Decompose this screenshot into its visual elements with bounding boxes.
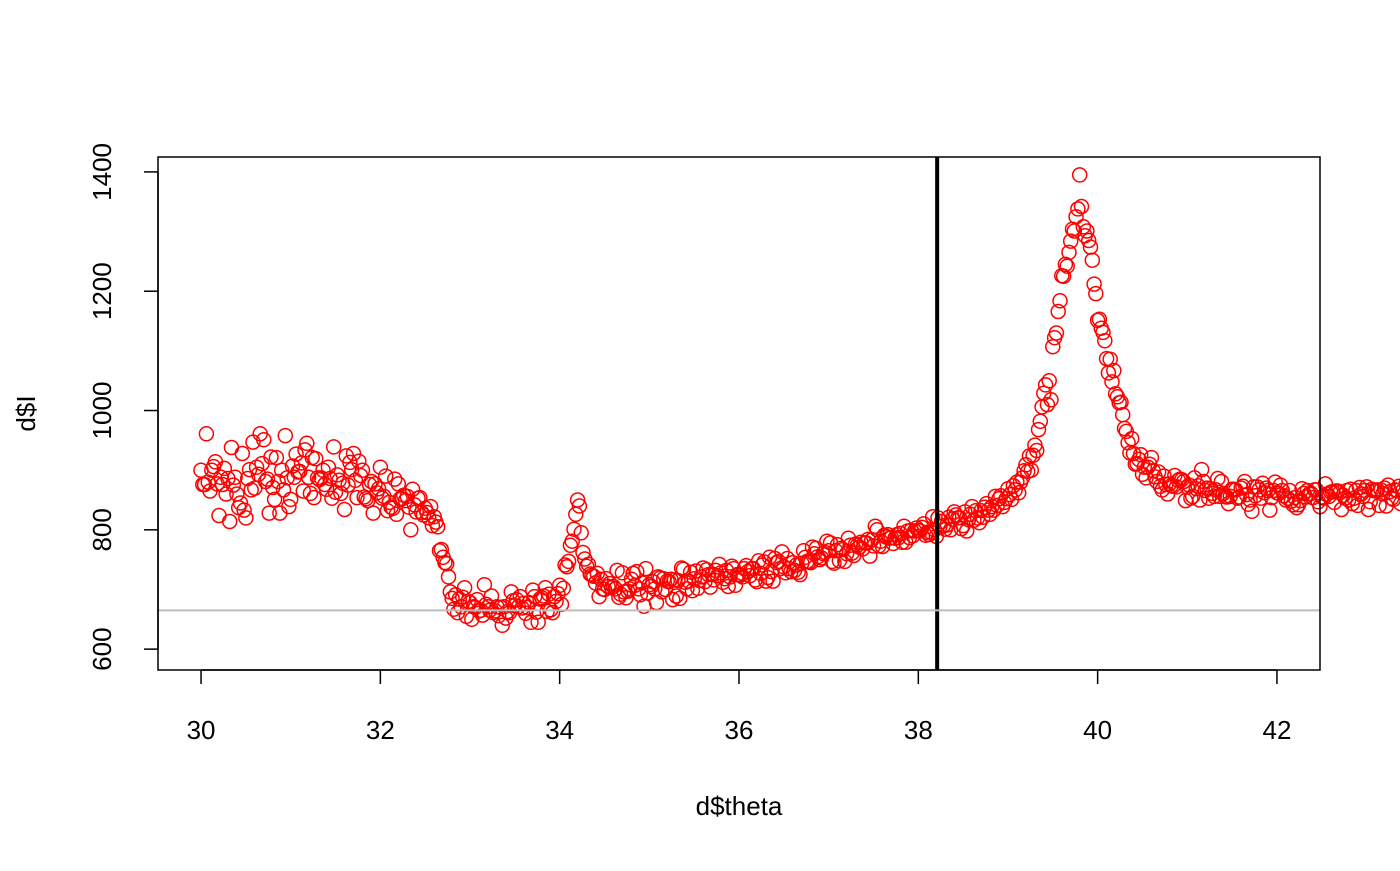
data-point xyxy=(442,570,456,584)
plot-frame xyxy=(158,157,1320,670)
data-point xyxy=(1042,374,1056,388)
data-point xyxy=(239,511,253,525)
x-axis-title: d$theta xyxy=(696,791,783,821)
x-axis: 30 32 34 36 38 40 42 xyxy=(187,670,1292,745)
data-point xyxy=(650,596,664,610)
data-point xyxy=(1089,287,1103,301)
data-point xyxy=(569,507,583,521)
data-point xyxy=(1039,378,1053,392)
data-point xyxy=(212,509,226,523)
y-axis: 600 800 1000 1200 1400 xyxy=(87,143,158,671)
data-point xyxy=(1073,168,1087,182)
data-point xyxy=(338,503,352,517)
data-point xyxy=(1033,414,1047,428)
data-point xyxy=(230,487,244,501)
data-point xyxy=(225,441,239,455)
x-tick-label: 32 xyxy=(366,715,395,745)
data-point xyxy=(388,472,402,486)
data-point xyxy=(327,440,341,454)
data-point xyxy=(1116,408,1130,422)
y-tick-label: 1200 xyxy=(87,262,117,320)
y-tick-label: 800 xyxy=(87,508,117,551)
data-point xyxy=(1049,326,1063,340)
data-point xyxy=(1087,277,1101,291)
x-tick-label: 38 xyxy=(904,715,933,745)
data-point xyxy=(1098,334,1112,348)
data-point xyxy=(1085,253,1099,267)
x-tick-label: 42 xyxy=(1263,715,1292,745)
data-point xyxy=(639,562,653,576)
x-tick-label: 30 xyxy=(187,715,216,745)
data-point xyxy=(1053,294,1067,308)
reference-lines xyxy=(158,157,1320,670)
data-point xyxy=(404,523,418,537)
data-point xyxy=(235,447,249,461)
data-point xyxy=(307,491,321,505)
y-tick-label: 1400 xyxy=(87,143,117,201)
data-point xyxy=(1263,503,1277,517)
data-point xyxy=(366,506,380,520)
data-point xyxy=(458,581,472,595)
data-point xyxy=(1046,340,1060,354)
x-tick-label: 34 xyxy=(545,715,574,745)
y-tick-label: 1000 xyxy=(87,382,117,440)
data-point xyxy=(278,429,292,443)
x-tick-label: 40 xyxy=(1083,715,1112,745)
data-point xyxy=(199,427,213,441)
data-points xyxy=(194,168,1400,632)
data-point xyxy=(223,515,237,529)
data-point xyxy=(553,578,567,592)
y-tick-label: 600 xyxy=(87,627,117,670)
y-axis-title: d$I xyxy=(11,395,41,431)
x-tick-label: 36 xyxy=(725,715,754,745)
